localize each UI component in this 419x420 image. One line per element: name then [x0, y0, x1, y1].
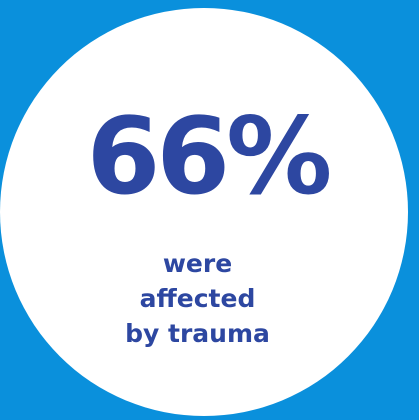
caption-line-1: were	[162, 249, 233, 278]
stat-percentage: 66%	[86, 95, 333, 218]
white-circle-badge	[0, 8, 408, 416]
caption-line-2: affected	[139, 284, 256, 313]
stat-caption: were affected by trauma	[0, 246, 407, 351]
caption-line-3: by trauma	[125, 319, 270, 348]
